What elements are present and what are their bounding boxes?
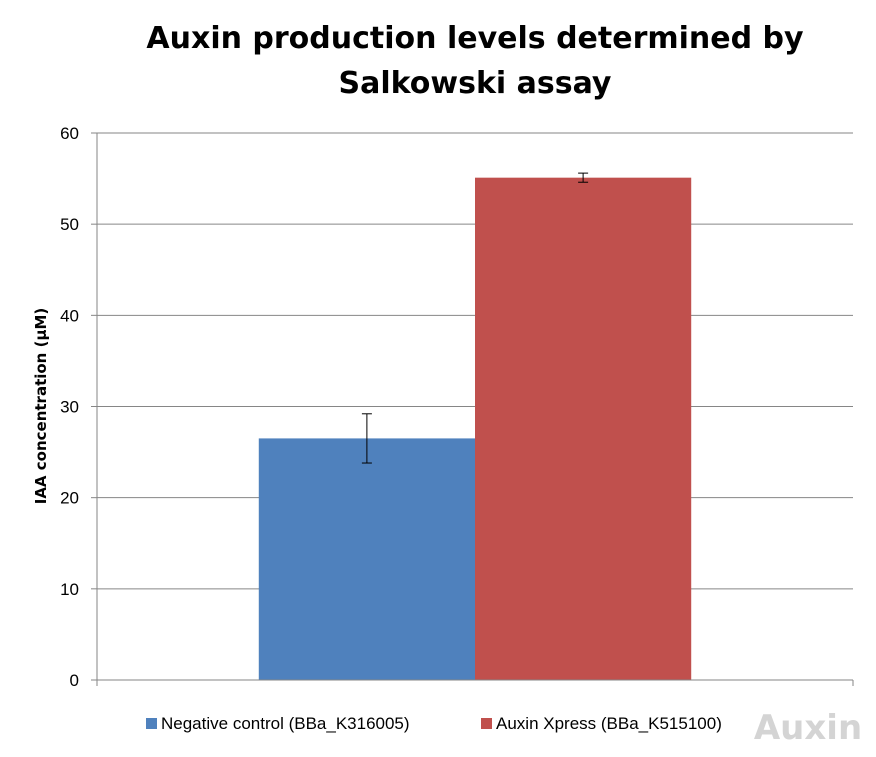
y-tick-label-30: 30 bbox=[60, 398, 79, 417]
y-tick-label-10: 10 bbox=[60, 580, 79, 599]
bar-series-0 bbox=[258, 438, 475, 680]
y-tick-label-0: 0 bbox=[70, 671, 79, 690]
auxin-logo: Auxin bbox=[754, 708, 862, 748]
logo-text: Auxin bbox=[754, 708, 862, 748]
chart-title-line-1: Auxin production levels determined by bbox=[146, 21, 804, 56]
legend-label-0: Negative control (BBa_K316005) bbox=[161, 714, 410, 733]
legend-label-1: Auxin Xpress (BBa_K515100) bbox=[496, 714, 722, 733]
y-tick-label-50: 50 bbox=[60, 215, 79, 234]
legend-swatch-0 bbox=[146, 718, 157, 729]
y-tick-label-40: 40 bbox=[60, 306, 79, 325]
y-axis-ticks: 0 10 20 30 40 50 60 bbox=[60, 124, 97, 690]
bar-series-1 bbox=[475, 177, 692, 680]
y-tick-label-60: 60 bbox=[60, 124, 79, 143]
legend-swatch-1 bbox=[481, 718, 492, 729]
bars bbox=[258, 177, 692, 680]
chart-title-line-2: Salkowski assay bbox=[339, 66, 612, 101]
legend: Negative control (BBa_K316005) Auxin Xpre… bbox=[146, 714, 722, 733]
y-axis-label: IAA concentration (µM) bbox=[32, 308, 50, 505]
error-bars bbox=[361, 172, 589, 464]
y-tick-label-20: 20 bbox=[60, 489, 79, 508]
